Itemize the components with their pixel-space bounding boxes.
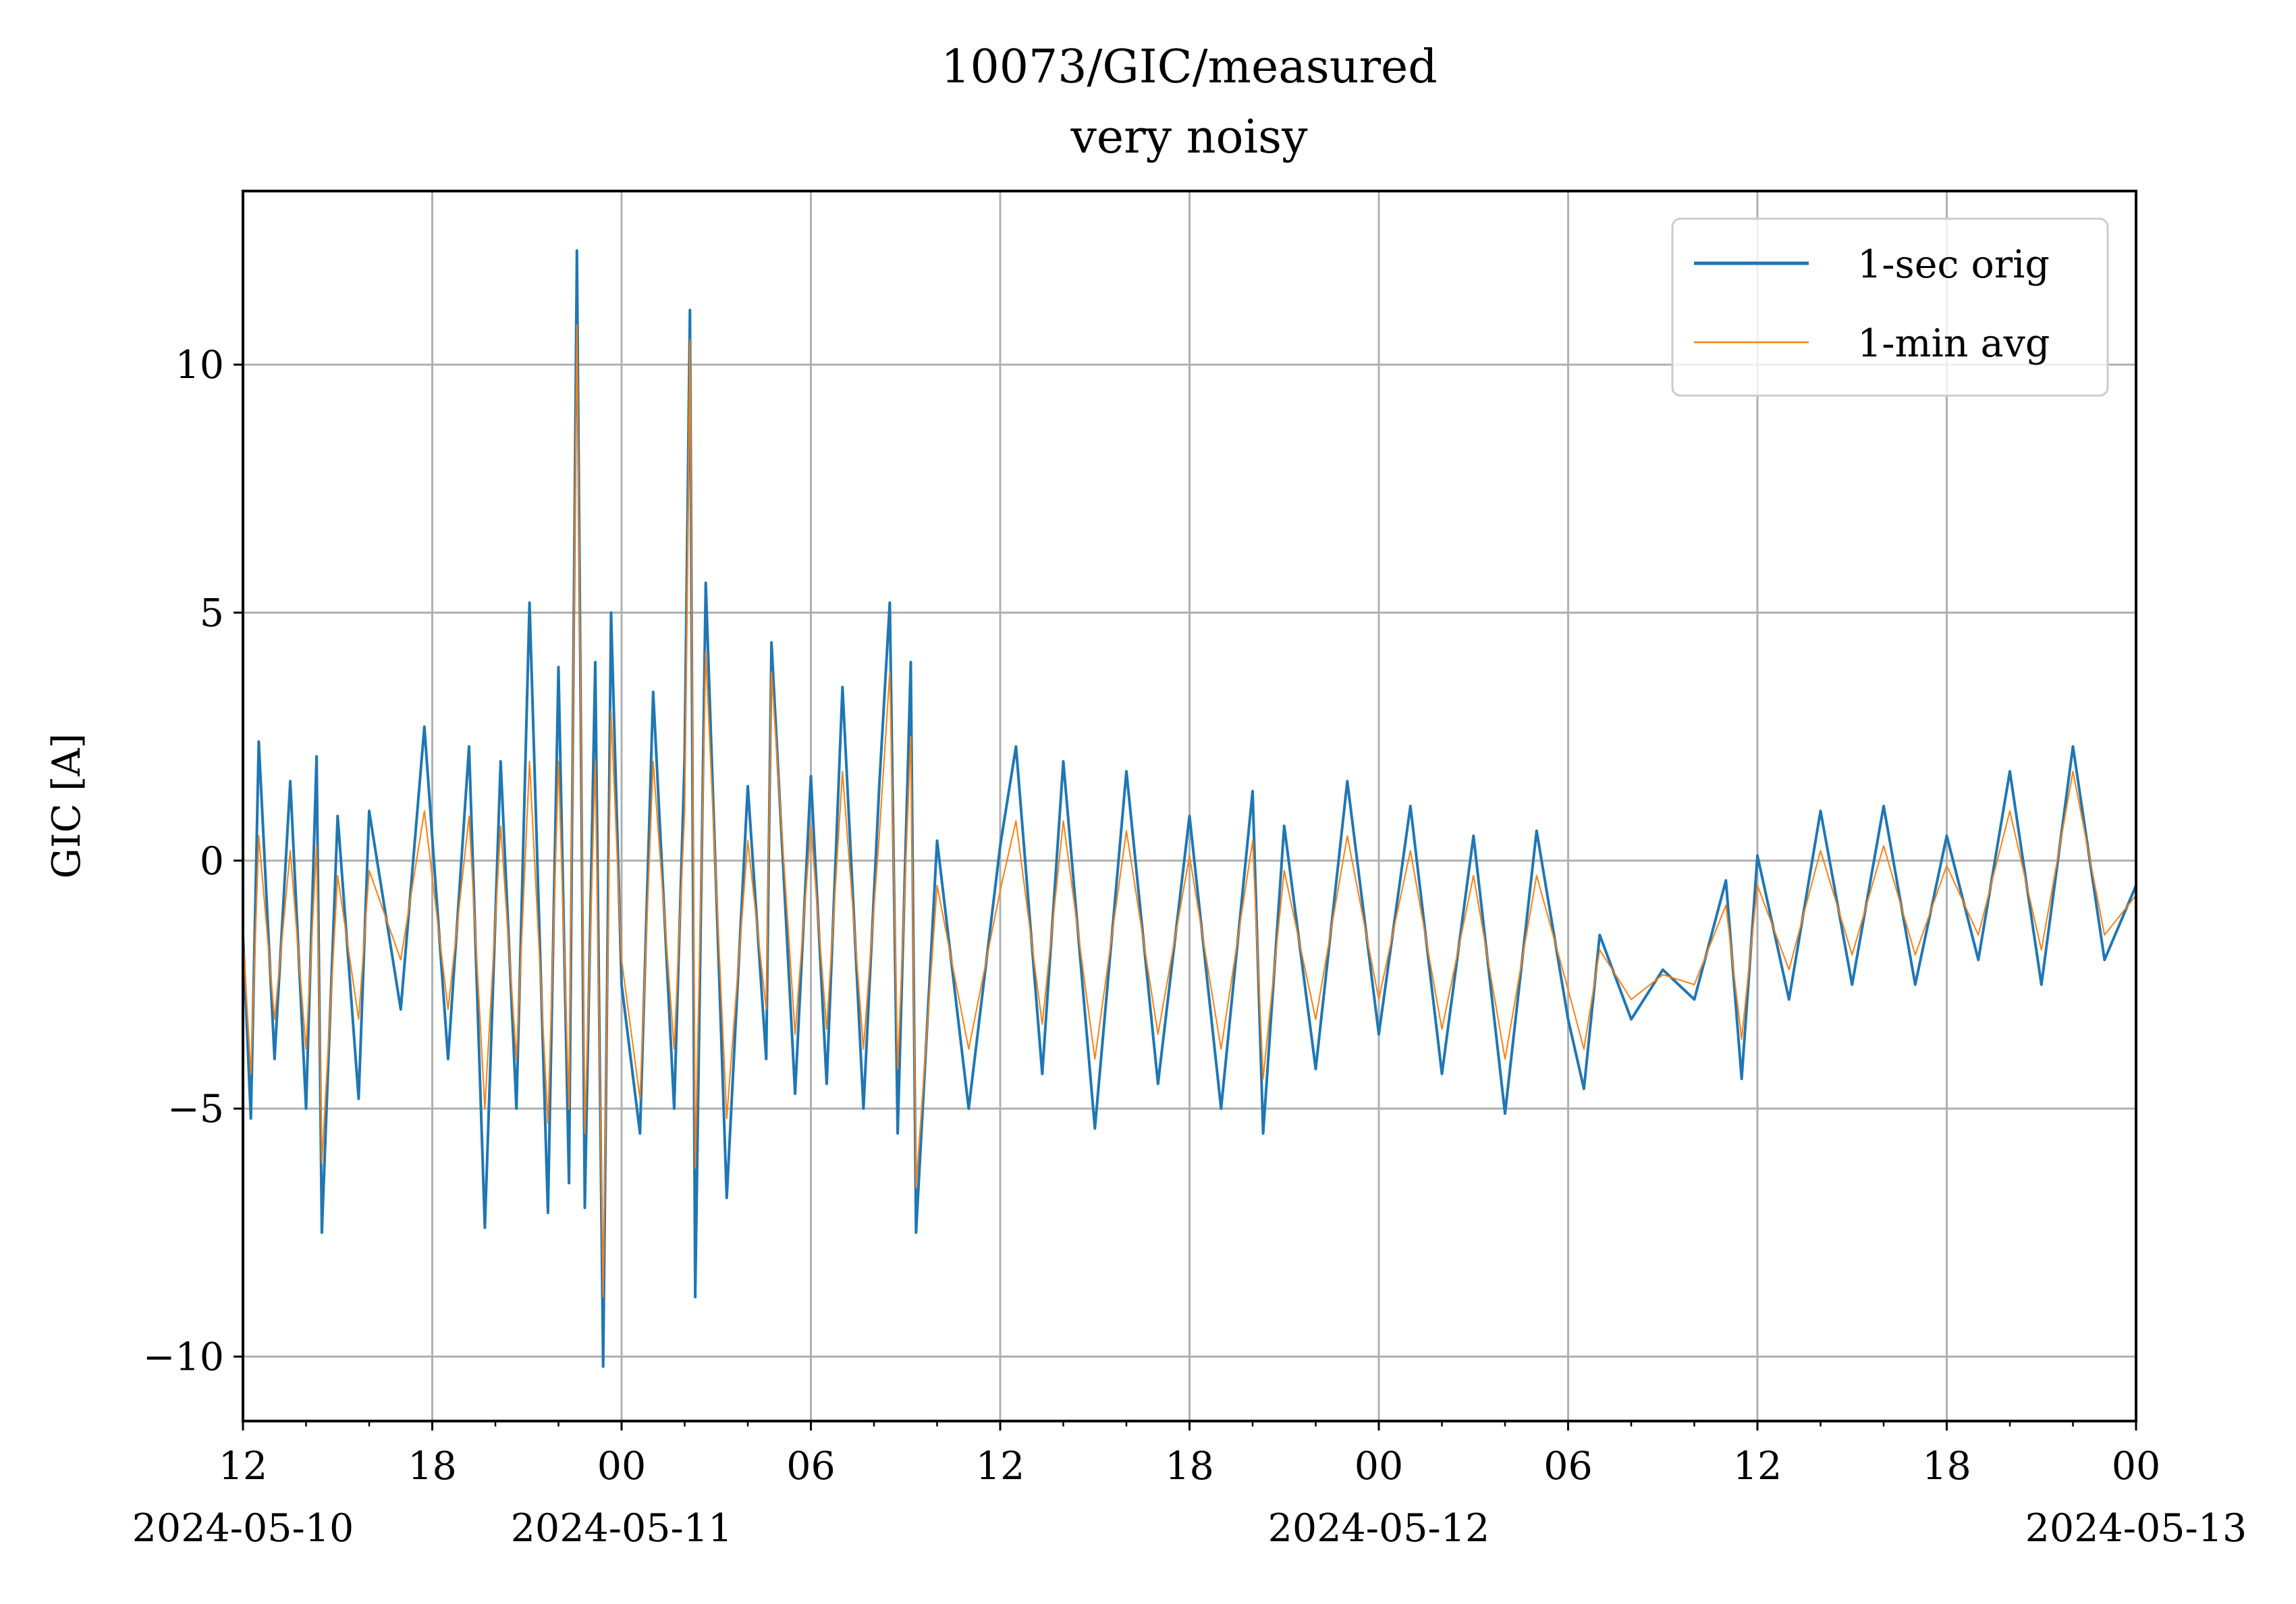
y-tick-label: −10 bbox=[143, 1335, 224, 1379]
x-tick-label: 00 bbox=[2112, 1444, 2161, 1489]
x-tick-label: 12 bbox=[1733, 1444, 1782, 1489]
legend: 1-sec orig 1-min avg bbox=[1671, 217, 2109, 397]
chart-subtitle: very noisy bbox=[1070, 111, 1309, 164]
x-date-label: 2024-05-13 bbox=[2025, 1506, 2247, 1551]
x-axis: 12 2024-05-10 18 00 2024-05-11 06 12 18 00 2024-0… bbox=[132, 1421, 2247, 1551]
x-tick-label: 06 bbox=[786, 1444, 836, 1489]
y-tick-label: −5 bbox=[167, 1087, 224, 1131]
legend-label-1-sec-orig: 1-sec orig bbox=[1857, 242, 2050, 287]
x-date-label: 2024-05-10 bbox=[132, 1506, 354, 1551]
x-tick-label: 00 bbox=[1355, 1444, 1404, 1489]
x-date-label: 2024-05-11 bbox=[511, 1506, 733, 1551]
legend-label-1-min-avg: 1-min avg bbox=[1857, 321, 2050, 366]
x-date-label: 2024-05-12 bbox=[1268, 1506, 1490, 1551]
y-tick-label: 0 bbox=[200, 839, 224, 884]
x-tick-label: 18 bbox=[1922, 1444, 1971, 1489]
x-tick-label: 00 bbox=[597, 1444, 647, 1489]
x-tick-label: 06 bbox=[1543, 1444, 1593, 1489]
plot-series bbox=[242, 249, 2137, 1368]
chart-title: 10073/GIC/measured bbox=[941, 41, 1438, 94]
x-tick-label: 18 bbox=[408, 1444, 457, 1489]
x-tick-label: 18 bbox=[1165, 1444, 1214, 1489]
series-line-1-min-avg bbox=[242, 324, 2137, 1298]
y-tick-label: 10 bbox=[175, 343, 224, 387]
x-tick-label: 12 bbox=[219, 1444, 268, 1489]
y-axis: −10 −5 0 5 10 bbox=[143, 343, 243, 1379]
x-tick-label: 12 bbox=[976, 1444, 1025, 1489]
y-tick-label: 5 bbox=[200, 591, 224, 635]
y-axis-label: GIC [A] bbox=[45, 733, 89, 878]
